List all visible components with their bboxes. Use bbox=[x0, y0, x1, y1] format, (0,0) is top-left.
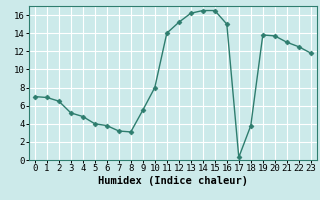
X-axis label: Humidex (Indice chaleur): Humidex (Indice chaleur) bbox=[98, 176, 248, 186]
